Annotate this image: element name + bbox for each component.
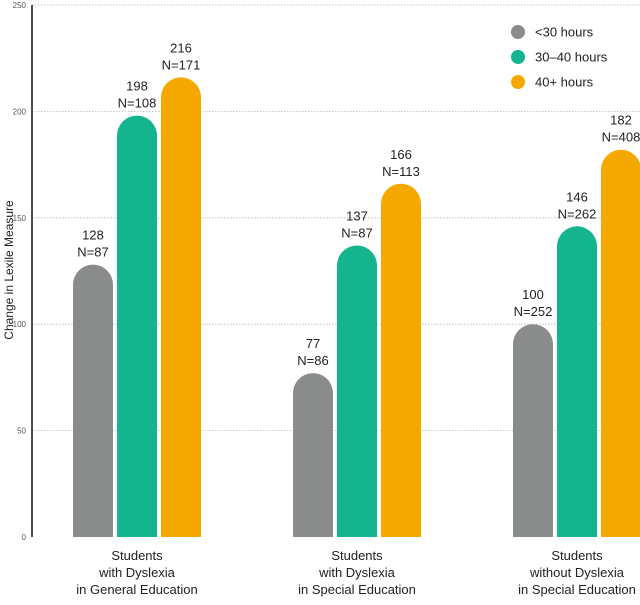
gridlines (32, 4, 640, 432)
n-label: N=113 (382, 164, 420, 179)
bar (161, 77, 201, 538)
value-label: 137 (346, 208, 368, 223)
bar (117, 115, 157, 537)
value-label: 128 (82, 228, 104, 243)
value-label: 77 (306, 336, 320, 351)
n-label: N=408 (602, 130, 640, 145)
legend-label: 40+ hours (535, 75, 594, 90)
y-tick-label: 50 (17, 427, 26, 436)
bar (293, 373, 333, 537)
value-labels: 128 N=87 77 N=86 100 N=252 198 N=108 137 N=87 146 N… (77, 40, 640, 368)
n-label: N=252 (514, 304, 553, 319)
y-axis-label: Change in Lexile Measure (2, 200, 16, 340)
legend: <30 hours 30–40 hours 40+ hours (511, 25, 608, 90)
value-label: 100 (522, 287, 544, 302)
value-label: 182 (610, 113, 632, 128)
legend-label: 30–40 hours (535, 50, 608, 65)
legend-swatch (511, 75, 525, 89)
category-labels: Students with Dyslexia in General Educatio… (76, 548, 636, 597)
y-tick-label: 200 (13, 107, 27, 116)
category-label: in General Education (76, 582, 197, 597)
n-label: N=108 (118, 96, 157, 111)
y-tick-label: 150 (13, 214, 27, 223)
n-label: N=86 (297, 353, 328, 368)
category-label: Students (331, 548, 383, 563)
value-label: 166 (390, 147, 412, 162)
legend-swatch (511, 25, 525, 39)
y-tick-label: 250 (13, 1, 27, 10)
n-label: N=262 (558, 206, 597, 221)
bar (381, 183, 421, 537)
bar (337, 245, 377, 538)
category-label: without Dyslexia (529, 565, 625, 580)
category-label: Students (551, 548, 603, 563)
legend-label: <30 hours (535, 25, 594, 40)
legend-swatch (511, 50, 525, 64)
bars (73, 77, 640, 538)
n-label: N=87 (77, 245, 108, 260)
category-label: with Dyslexia (98, 565, 176, 580)
category-label: Students (111, 548, 163, 563)
bar (513, 324, 553, 537)
n-label: N=87 (341, 225, 372, 240)
value-label: 198 (126, 79, 148, 94)
value-label: 216 (170, 40, 192, 55)
bar (601, 149, 640, 537)
bar (557, 226, 597, 537)
category-label: with Dyslexia (318, 565, 396, 580)
y-axis: 0 50 100 150 200 250 (13, 1, 33, 542)
category-label: in Special Education (518, 582, 636, 597)
bar (73, 264, 113, 537)
value-label: 146 (566, 189, 588, 204)
y-tick-label: 0 (22, 533, 27, 542)
category-label: in Special Education (298, 582, 416, 597)
y-tick-label: 100 (13, 320, 27, 329)
n-label: N=171 (162, 57, 201, 72)
